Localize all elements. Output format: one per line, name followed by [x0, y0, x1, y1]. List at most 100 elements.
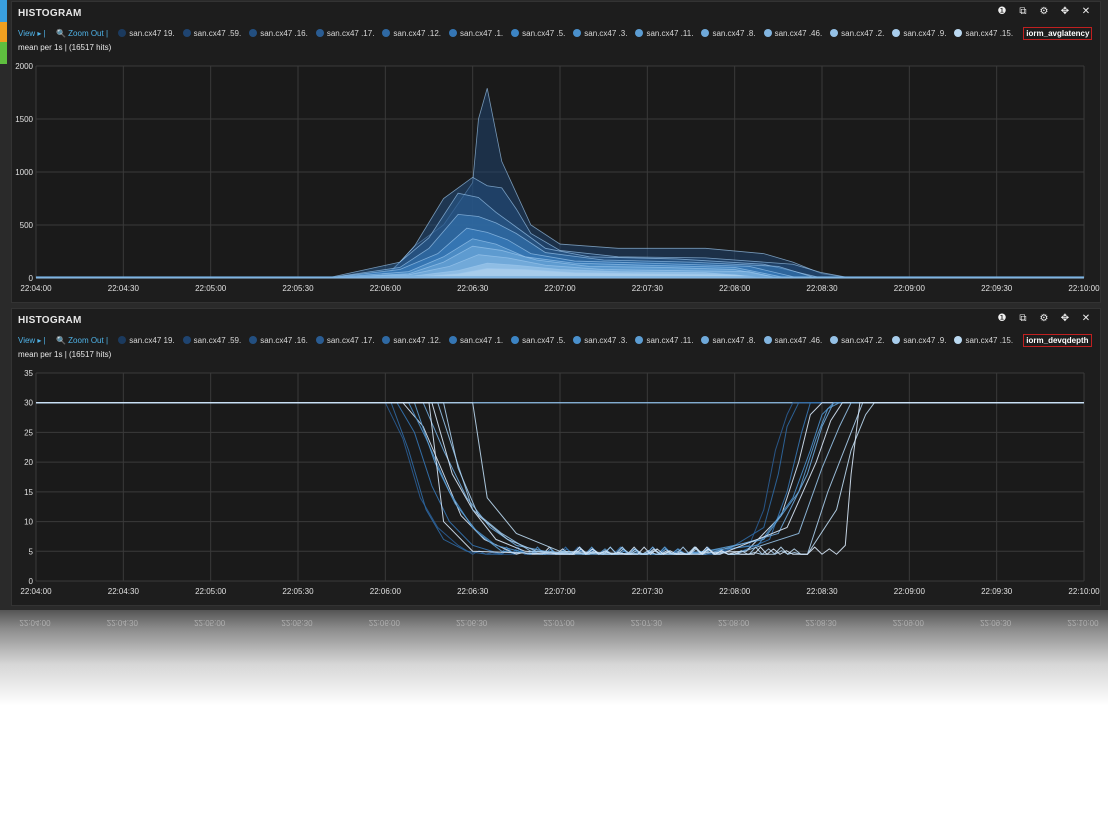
legend-series-item[interactable]: san.cx47 .12. [382, 27, 441, 41]
view-menu-link[interactable]: View ▸ | [18, 29, 46, 38]
view-menu-link[interactable]: View ▸ | [18, 336, 46, 345]
move-icon[interactable]: ✥ [1060, 6, 1070, 17]
legend-series-item[interactable]: san.cx47 .11. [635, 27, 693, 41]
legend-series-label: san.cx47 .11. [646, 336, 694, 345]
legend-swatch-icon [573, 29, 582, 37]
y-tick-label: 1500 [15, 115, 33, 124]
y-tick-label: 0 [29, 577, 34, 586]
move-icon[interactable]: ✥ [1060, 313, 1070, 324]
legend-swatch-icon [701, 336, 710, 344]
legend-swatch-icon [635, 336, 644, 344]
gear-icon[interactable]: ⚙ [1039, 6, 1049, 17]
legend-swatch-icon [382, 336, 391, 344]
legend: View ▸ | 🔍 Zoom Out | san.cx47 19. san.cx… [18, 27, 1098, 55]
x-tick-label: 22:10:00 [1068, 587, 1100, 596]
x-tick-label: 22:07:00 [544, 587, 576, 596]
close-icon[interactable]: ✕ [1081, 6, 1091, 17]
metric-suffix: mean per 1s | (16517 hits) [18, 43, 112, 52]
copy-icon[interactable]: ⧉ [1019, 313, 1027, 324]
x-tick-label: 22:05:30 [282, 284, 314, 293]
metric-name[interactable]: iorm_avglatency [1023, 27, 1093, 40]
legend-series-item[interactable]: san.cx47 .1. [449, 27, 503, 41]
legend-series-item[interactable]: san.cx47 .2. [830, 334, 884, 348]
legend-series-item[interactable]: san.cx47 .17. [315, 334, 375, 348]
legend-series-label: san.cx47 .17. [326, 29, 375, 38]
x-tick-label: 22:06:00 [370, 587, 402, 596]
color-strip-blue [0, 0, 7, 22]
panel-toolbar: ❶ ⧉ ⚙ ✥ ✕ [996, 313, 1092, 324]
legend: View ▸ | 🔍 Zoom Out | san.cx47 19. san.cx… [18, 334, 1098, 362]
x-tick-label: 22:09:30 [981, 587, 1013, 596]
legend-series-item[interactable]: san.cx47 .46. [763, 27, 823, 41]
legend-series-item[interactable]: san.cx47 .8. [701, 27, 756, 41]
x-tick-label: 22:05:30 [282, 587, 314, 596]
legend-series-label: san.cx47 .2. [841, 29, 885, 38]
close-icon[interactable]: ✕ [1081, 313, 1091, 324]
legend-series-label: san.cx47 .1. [460, 29, 504, 38]
reflection-tick-label: 22:07:30 [630, 618, 662, 627]
reflection-tick-label: 22:10:00 [1067, 618, 1099, 627]
legend-series-item[interactable]: san.cx47 .17. [315, 27, 375, 41]
reflection-tick-label: 22:04:00 [19, 618, 51, 627]
panel-title: HISTOGRAM [18, 8, 82, 19]
legend-series-item[interactable]: san.cx47 .11. [635, 334, 693, 348]
legend-series-label: san.cx47 .17. [326, 336, 375, 345]
legend-series-item[interactable]: san.cx47 19. [118, 334, 175, 348]
latency-chart[interactable]: 22:04:00 22:04:30 22:05:00 22:05:30 22:06:00… [12, 58, 1100, 300]
histogram-panel-latency: HISTOGRAM ❶ ⧉ ⚙ ✥ ✕ View ▸ | 🔍 Zoom Out … [11, 1, 1101, 303]
info-icon[interactable]: ❶ [997, 313, 1007, 324]
metric-name[interactable]: iorm_devqdepth [1023, 334, 1092, 347]
legend-series-item[interactable]: san.cx47 .2. [830, 27, 884, 41]
legend-series-item[interactable]: san.cx47 .59. [182, 27, 241, 41]
legend-series-item[interactable]: san.cx47 .59. [182, 334, 241, 348]
gear-icon[interactable]: ⚙ [1039, 313, 1049, 324]
panel-toolbar: ❶ ⧉ ⚙ ✥ ✕ [996, 6, 1092, 17]
x-tick-label: 22:08:30 [806, 587, 838, 596]
legend-series-item[interactable]: san.cx47 .8. [701, 334, 756, 348]
legend-series-item[interactable]: san.cx47 .5. [511, 334, 565, 348]
x-tick-label: 22:09:30 [981, 284, 1013, 293]
legend-series-item[interactable]: san.cx47 .9. [892, 27, 946, 41]
x-tick-label: 22:04:30 [108, 587, 140, 596]
legend-series-item[interactable]: san.cx47 .1. [449, 334, 503, 348]
legend-swatch-icon [954, 29, 963, 37]
legend-series-label: san.cx47 .15. [965, 29, 1014, 38]
info-icon[interactable]: ❶ [997, 6, 1007, 17]
zoom-out-link[interactable]: 🔍 Zoom Out | [55, 29, 109, 38]
line-series[interactable] [36, 402, 1084, 555]
legend-series-item[interactable]: san.cx47 .16. [249, 334, 308, 348]
y-tick-label: 15 [24, 488, 33, 497]
x-tick-label: 22:07:00 [544, 284, 576, 293]
legend-series-item[interactable]: san.cx47 .5. [511, 27, 565, 41]
color-strip-green [0, 42, 7, 64]
y-tick-label: 10 [24, 518, 33, 527]
legend-series-label: san.cx47 .46. [774, 336, 823, 345]
legend-series-item[interactable]: san.cx47 .15. [954, 334, 1013, 348]
legend-swatch-icon [182, 29, 191, 37]
legend-series-item[interactable]: san.cx47 .9. [892, 334, 946, 348]
x-tick-label: 22:10:00 [1068, 284, 1100, 293]
x-tick-label: 22:07:30 [632, 284, 664, 293]
y-tick-label: 1000 [15, 168, 33, 177]
legend-series-label: san.cx47 .11. [646, 29, 694, 38]
legend-series-label: san.cx47 .15. [965, 336, 1014, 345]
legend-series-item[interactable]: san.cx47 19. [118, 27, 175, 41]
legend-swatch-icon [511, 29, 520, 37]
legend-series-item[interactable]: san.cx47 .12. [382, 334, 441, 348]
legend-swatch-icon [763, 29, 772, 37]
x-tick-label: 22:04:00 [20, 284, 52, 293]
reflection-tick-label: 22:09:30 [980, 618, 1012, 627]
legend-series-item[interactable]: san.cx47 .15. [954, 27, 1013, 41]
x-tick-label: 22:05:00 [195, 284, 227, 293]
y-tick-label: 500 [20, 221, 34, 230]
zoom-out-link[interactable]: 🔍 Zoom Out | [55, 336, 109, 345]
legend-series-label: san.cx47 .46. [774, 29, 823, 38]
legend-series-item[interactable]: san.cx47 .46. [763, 334, 823, 348]
copy-icon[interactable]: ⧉ [1019, 6, 1027, 17]
legend-series-label: san.cx47 .12. [393, 29, 442, 38]
legend-series-item[interactable]: san.cx47 .3. [573, 27, 627, 41]
queue-depth-chart[interactable]: 22:04:00 22:04:30 22:05:00 22:05:30 22:06:00… [12, 365, 1100, 603]
legend-swatch-icon [249, 29, 258, 37]
legend-series-item[interactable]: san.cx47 .3. [573, 334, 627, 348]
legend-series-item[interactable]: san.cx47 .16. [249, 27, 308, 41]
